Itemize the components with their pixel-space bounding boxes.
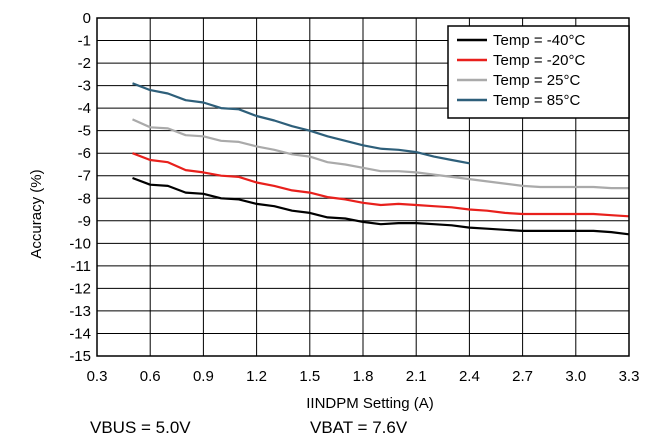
series-line-1	[132, 152, 630, 218]
x-tick-label: 2.4	[459, 368, 480, 385]
y-tick-label: -9	[78, 213, 91, 230]
y-tick-label: -3	[78, 78, 91, 95]
x-tick-labels: 0.3 0.6 0.9 1.2 1.5 1.8 2.1 2.4 2.7 3.0 3.3	[87, 368, 640, 385]
y-tick-label: -2	[78, 55, 91, 72]
vbat-condition: VBAT = 7.6V	[310, 418, 408, 437]
vbus-condition: VBUS = 5.0V	[90, 418, 191, 437]
legend-label: Temp = -40°C	[493, 32, 585, 49]
x-tick-label: 1.5	[299, 368, 320, 385]
series-line-0	[132, 176, 630, 236]
y-tick-label: -1	[78, 33, 91, 50]
x-tick-label: 2.7	[512, 368, 533, 385]
legend: Temp = -40°C Temp = -20°C Temp = 25°C Temp …	[447, 25, 630, 119]
x-tick-label: 2.1	[406, 368, 427, 385]
y-tick-label: -6	[78, 145, 91, 162]
y-tick-label: -15	[69, 348, 91, 365]
y-tick-label: -13	[69, 303, 91, 320]
x-tick-label: 3.3	[619, 368, 640, 385]
x-tick-label: 0.6	[140, 368, 161, 385]
legend-label: Temp = -20°C	[493, 52, 585, 69]
y-tick-label: -5	[78, 123, 91, 140]
y-tick-label: -8	[78, 190, 91, 207]
x-tick-label: 3.0	[565, 368, 586, 385]
plot-frame	[96, 17, 630, 357]
y-tick-label: -12	[69, 280, 91, 297]
y-tick-label: -14	[69, 325, 91, 342]
x-tick-label: 0.9	[193, 368, 214, 385]
y-tick-label: -4	[78, 100, 91, 117]
series-line-3	[132, 82, 470, 165]
plot-lines	[132, 82, 630, 236]
x-axis-label: IINDPM Setting (A)	[306, 395, 434, 412]
y-tick-labels: 0 -1 -2 -3 -4 -5 -6 -7 -8 -9 -10 -11 -12 -13 -14 -15	[69, 10, 91, 365]
y-tick-label: -10	[69, 235, 91, 252]
series-line-2	[132, 118, 629, 190]
legend-label: Temp = 25°C	[493, 72, 580, 89]
x-tick-label: 1.2	[246, 368, 267, 385]
legend-label: Temp = 85°C	[493, 92, 580, 109]
x-tick-label: 1.8	[353, 368, 374, 385]
y-axis-label: Accuracy (%)	[28, 169, 45, 258]
y-tick-label: 0	[83, 10, 91, 27]
x-tick-label: 0.3	[87, 368, 108, 385]
y-tick-label: -11	[70, 258, 91, 275]
legend-box	[447, 25, 630, 119]
y-tick-label: -7	[78, 168, 91, 185]
